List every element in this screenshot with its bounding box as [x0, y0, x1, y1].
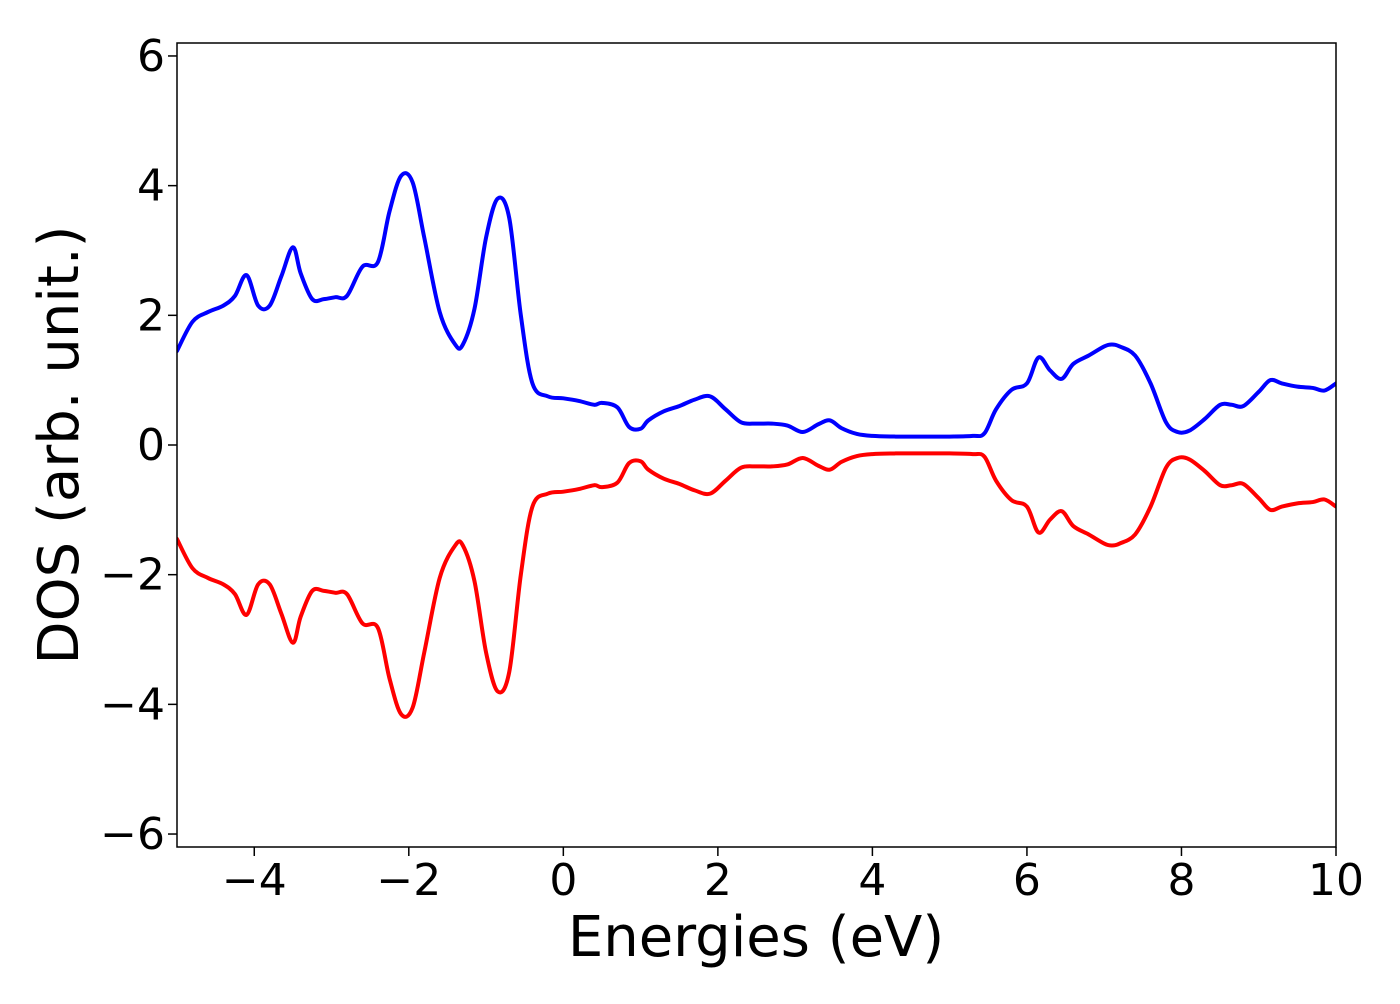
- x-axis-ticks: −4 −2 0 2 4 6 8 10: [222, 847, 1364, 906]
- y-tick-label: −2: [100, 550, 165, 601]
- y-axis-ticks: −6 −4 −2 0 2 4 6: [100, 31, 177, 860]
- y-tick-label: −4: [100, 679, 165, 730]
- x-tick-label: 2: [704, 855, 732, 906]
- y-tick-label: −6: [100, 809, 165, 860]
- x-tick-label: 0: [549, 855, 577, 906]
- plot-frame: [176, 42, 1337, 848]
- x-tick-label: 6: [1013, 855, 1041, 906]
- y-tick-label: 6: [137, 31, 165, 82]
- y-tick-label: 0: [137, 420, 165, 471]
- x-tick-label: 4: [858, 855, 886, 906]
- y-axis-label: DOS (arb. unit.): [27, 225, 92, 664]
- x-tick-label: 10: [1308, 855, 1364, 906]
- y-tick-label: 4: [137, 161, 165, 212]
- x-tick-label: −4: [222, 855, 287, 906]
- x-axis-label: Energies (eV): [568, 905, 944, 970]
- x-tick-label: 8: [1167, 855, 1195, 906]
- series-layer: [177, 171, 1336, 719]
- y-tick-label: 2: [137, 290, 165, 341]
- x-tick-label: −2: [376, 855, 441, 906]
- series-line-blue: [177, 171, 1336, 439]
- series-line-red: [177, 451, 1336, 719]
